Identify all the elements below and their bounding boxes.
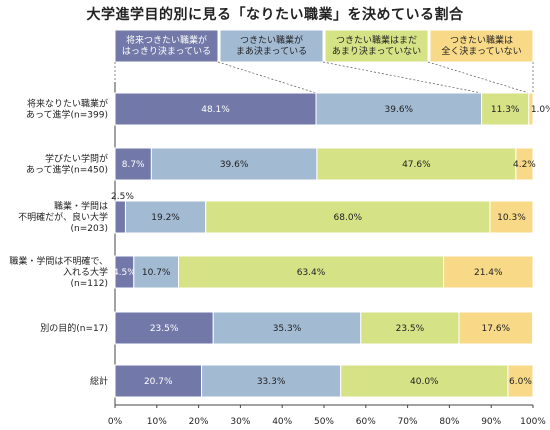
data-label: 23.5% bbox=[150, 324, 179, 334]
data-label: 20.7% bbox=[144, 377, 173, 387]
data-label: 21.4% bbox=[474, 268, 503, 278]
bar-segment bbox=[114, 92, 317, 126]
category-label: (n=203) bbox=[71, 224, 108, 234]
category-label: 総計 bbox=[90, 375, 108, 387]
category-label: 不明確だが、良い大学 bbox=[18, 211, 108, 223]
x-tick-label: 0% bbox=[108, 417, 123, 427]
bar-segment bbox=[114, 311, 214, 345]
x-tick-label: 20% bbox=[189, 417, 209, 427]
bar-segment bbox=[340, 364, 509, 398]
data-label: 4.5% bbox=[113, 268, 136, 278]
bar-segment bbox=[114, 147, 152, 181]
bar-segment bbox=[133, 255, 180, 289]
legend-label: つきたい職業は bbox=[450, 34, 513, 46]
legend-label: つきたい職業が bbox=[240, 34, 303, 46]
data-label: 40.0% bbox=[410, 377, 439, 387]
connector-line bbox=[427, 61, 529, 94]
legend-label: 将来つきたい職業が bbox=[126, 34, 207, 46]
bar-segment bbox=[150, 147, 318, 181]
bar-segment bbox=[178, 255, 445, 289]
x-tick-label: 60% bbox=[356, 417, 376, 427]
bar-segment bbox=[489, 200, 534, 234]
data-label: 19.2% bbox=[151, 213, 180, 223]
bar-segment bbox=[443, 255, 534, 289]
bar-segment bbox=[315, 92, 483, 126]
data-label: 4.2% bbox=[513, 160, 536, 170]
bar-segment bbox=[114, 200, 126, 234]
bar-segment bbox=[515, 147, 534, 181]
bar-segment bbox=[528, 92, 534, 126]
x-tick-label: 90% bbox=[481, 417, 501, 427]
category-label: 職業・学問は bbox=[54, 200, 108, 212]
data-label: 6.0% bbox=[509, 377, 532, 387]
bar-segment bbox=[481, 92, 530, 126]
bar-segment bbox=[201, 364, 342, 398]
data-label: 1.0% bbox=[531, 105, 550, 115]
data-label: 10.3% bbox=[497, 213, 526, 223]
bar-segment bbox=[507, 364, 534, 398]
legend-label: 全く決まっていない bbox=[441, 45, 521, 57]
data-label: 39.6% bbox=[220, 160, 249, 170]
category-label: 学びたい学問が bbox=[45, 153, 108, 165]
category-label: 入れる大学 bbox=[63, 266, 108, 278]
data-label: 23.5% bbox=[396, 324, 425, 334]
category-label: 職業・学問は不明確で、 bbox=[9, 255, 108, 267]
category-label: 将来なりたい職業が bbox=[27, 98, 108, 110]
category-label: (n=112) bbox=[71, 279, 108, 289]
bar-segment bbox=[114, 364, 203, 398]
legend-label: まあ決まっている bbox=[236, 45, 307, 57]
category-label: 別の目的(n=17) bbox=[40, 322, 108, 334]
bar-segment bbox=[316, 147, 517, 181]
x-tick-label: 30% bbox=[230, 417, 250, 427]
data-label: 10.7% bbox=[142, 268, 171, 278]
legend-swatch bbox=[114, 29, 219, 63]
data-label: 17.6% bbox=[482, 324, 511, 334]
data-label: 39.6% bbox=[385, 105, 414, 115]
chart-title: 大学進学目的別に見る「なりたい職業」を決めている割合 bbox=[86, 7, 464, 23]
legend-swatch bbox=[324, 29, 429, 63]
bar-segment bbox=[458, 311, 534, 345]
data-label: 35.3% bbox=[273, 324, 302, 334]
x-tick-label: 80% bbox=[439, 417, 459, 427]
x-tick-label: 100% bbox=[520, 417, 546, 427]
data-label: 2.5% bbox=[111, 192, 134, 202]
bar-segment bbox=[360, 311, 460, 345]
x-tick-label: 10% bbox=[147, 417, 167, 427]
category-label: あって進学(n=450) bbox=[26, 164, 108, 176]
data-label: 33.3% bbox=[257, 377, 286, 387]
legend-swatch bbox=[429, 29, 534, 63]
data-label: 47.6% bbox=[402, 160, 431, 170]
x-tick-label: 40% bbox=[272, 417, 292, 427]
connector-line bbox=[217, 61, 317, 94]
bar-segment bbox=[205, 200, 491, 234]
data-label: 11.3% bbox=[491, 105, 520, 115]
x-tick-label: 70% bbox=[398, 417, 418, 427]
x-tick-label: 50% bbox=[314, 417, 334, 427]
data-label: 48.1% bbox=[201, 105, 230, 115]
legend-label: はっきり決まっている bbox=[122, 45, 211, 57]
bar-segment bbox=[212, 311, 362, 345]
legend-label: つきたい職業はまだ bbox=[336, 34, 417, 46]
data-label: 8.7% bbox=[122, 160, 145, 170]
data-label: 68.0% bbox=[334, 213, 363, 223]
category-label: あって進学(n=399) bbox=[26, 109, 108, 121]
connector-line bbox=[322, 61, 482, 94]
legend-swatch bbox=[219, 29, 324, 63]
legend-label: あまり決まっていない bbox=[332, 45, 421, 57]
data-label: 63.4% bbox=[297, 268, 326, 278]
